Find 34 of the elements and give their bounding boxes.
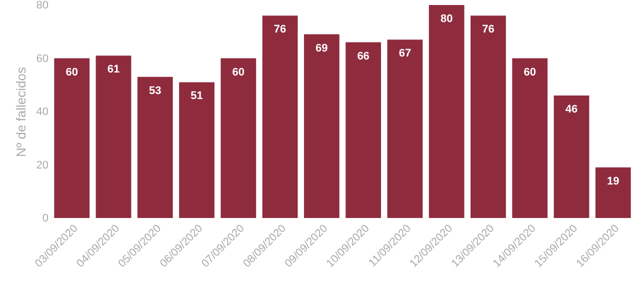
bar <box>262 16 298 218</box>
bar <box>428 5 464 218</box>
data-label: 19 <box>607 175 620 188</box>
y-tick-label: 40 <box>36 106 48 118</box>
data-label: 76 <box>482 24 494 36</box>
data-label: 76 <box>274 24 286 36</box>
bar <box>595 167 631 218</box>
data-label: 60 <box>232 66 245 78</box>
bar <box>220 58 256 218</box>
data-label: 69 <box>316 42 328 54</box>
y-tick-label: 0 <box>42 212 48 224</box>
data-label: 60 <box>66 66 78 78</box>
bar <box>512 58 548 218</box>
y-tick-label: 60 <box>36 52 48 65</box>
data-label: 61 <box>107 64 120 76</box>
bar <box>304 34 340 218</box>
data-label: 66 <box>357 50 370 62</box>
data-label: 60 <box>524 66 536 78</box>
bar <box>54 58 90 218</box>
bar <box>387 40 423 218</box>
bar <box>470 16 506 218</box>
data-label: 46 <box>565 104 578 116</box>
data-label: 51 <box>190 90 203 102</box>
data-label: 80 <box>440 13 453 25</box>
data-label: 67 <box>398 48 412 60</box>
bar <box>346 42 382 218</box>
data-label: 53 <box>149 84 162 97</box>
y-axis-title: Nº de fallecidos <box>13 66 28 158</box>
y-tick-label: 20 <box>36 159 48 172</box>
bar <box>554 96 590 218</box>
bar <box>137 76 173 218</box>
bar <box>179 82 214 218</box>
y-tick-label: 80 <box>36 0 48 12</box>
bar <box>96 56 132 218</box>
